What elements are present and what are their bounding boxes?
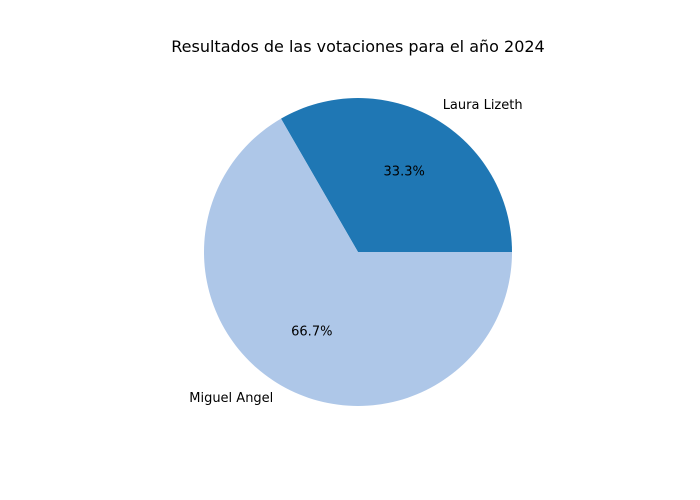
pie-slices	[204, 98, 512, 406]
pie-slice-2	[204, 118, 512, 406]
pie-category-label-2: Miguel Angel	[189, 391, 273, 406]
chart-title: Resultados de las votaciones para el año…	[171, 37, 544, 56]
pie-percent-label-1: 33.3%	[384, 164, 425, 179]
pie-labels: 33.3% Laura Lizeth 66.7% Miguel Angel	[189, 98, 522, 406]
pie-percent-label-2: 66.7%	[291, 325, 332, 340]
pie-category-label-1: Laura Lizeth	[443, 98, 523, 113]
pie-slice-1	[281, 98, 512, 253]
